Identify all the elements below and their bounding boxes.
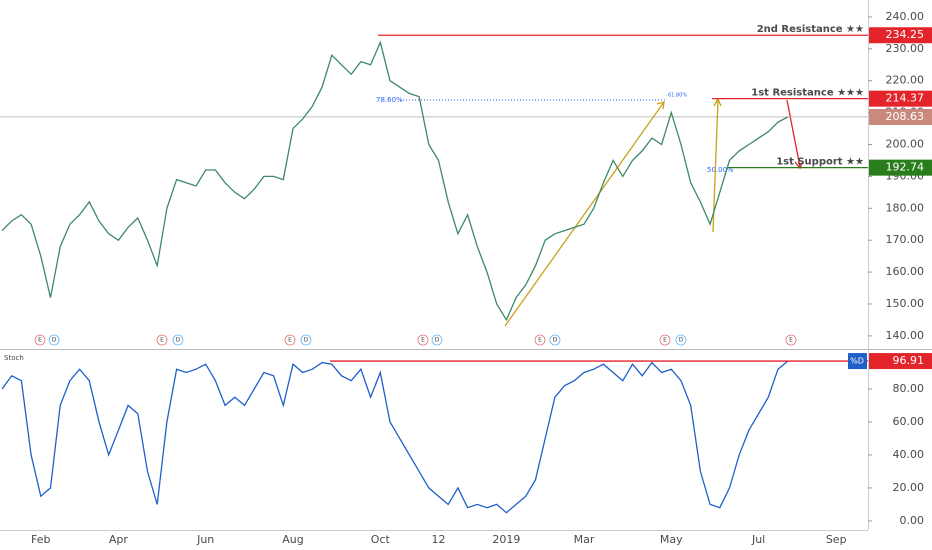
- level-badge: [869, 27, 932, 44]
- x-tick-label: Jun: [196, 533, 214, 546]
- event: E: [789, 337, 793, 344]
- level-badge: [869, 159, 932, 176]
- y-tick-label: 150.00: [886, 297, 925, 310]
- y-tick-label: 230.00: [886, 42, 925, 55]
- event: D: [304, 337, 309, 344]
- level-value: 234.25: [886, 28, 925, 41]
- x-tick-label: Feb: [31, 533, 50, 546]
- level-badge: [869, 353, 932, 370]
- y-tick-label: 240.00: [886, 10, 925, 23]
- level-label: 1st Resistance ★★★: [751, 88, 864, 99]
- y-tick-label: 160.00: [886, 265, 925, 278]
- y-tick-label: 20.00: [893, 481, 925, 494]
- event: E: [421, 337, 425, 344]
- pane-title: Stoch: [4, 354, 24, 362]
- y-tick-label: 40.00: [893, 448, 925, 461]
- events: [34, 334, 797, 346]
- x-tick-label: Oct: [371, 533, 391, 546]
- event: E: [663, 337, 667, 344]
- y-tick-label: 180.00: [886, 201, 925, 214]
- event: E: [288, 337, 292, 344]
- y-tick-label: 60.00: [893, 415, 925, 428]
- x-tick-label: Apr: [109, 533, 129, 546]
- series-line: [1, 360, 789, 514]
- level-label: 2nd Resistance ★★: [757, 24, 864, 35]
- x-tick-label: May: [660, 533, 683, 546]
- event: D: [679, 337, 684, 344]
- level-value: 214.37: [886, 92, 925, 105]
- last-price-value: 208.63: [886, 110, 925, 123]
- event: D: [553, 337, 558, 344]
- y-tick-label: 140.00: [886, 329, 925, 342]
- event: E: [538, 337, 542, 344]
- level-label: %D: [850, 357, 864, 366]
- event: D: [176, 337, 181, 344]
- x-tick-label: 2019: [492, 533, 520, 546]
- x-tick-label: Sep: [826, 533, 847, 546]
- series-line: [1, 40, 789, 322]
- y-tick-label: 170.00: [886, 233, 925, 246]
- fib-label: 61.80%: [668, 93, 687, 99]
- y-tick-label: 200.00: [886, 137, 925, 150]
- x-tick-label: Mar: [574, 533, 595, 546]
- fib-label: 50.00%: [707, 166, 734, 174]
- level-label: 1st Support ★★: [776, 157, 864, 168]
- event: E: [38, 337, 42, 344]
- fib-label: 78.60%: [376, 96, 403, 104]
- last-price-badge: [869, 108, 932, 125]
- event: D: [52, 337, 57, 344]
- x-tick-label: Jul: [751, 533, 765, 546]
- level-tag: [848, 353, 867, 370]
- level-value: 96.91: [893, 354, 925, 367]
- event: E: [160, 337, 164, 344]
- x-tick-label: 12: [432, 533, 446, 546]
- y-tick-label: 220.00: [886, 74, 925, 87]
- y-tick-label: 0.00: [900, 514, 925, 527]
- y-tick-label: 80.00: [893, 382, 925, 395]
- level-value: 192.74: [886, 161, 925, 174]
- event: D: [435, 337, 440, 344]
- level-badge: [869, 90, 932, 107]
- x-tick-label: Aug: [282, 533, 303, 546]
